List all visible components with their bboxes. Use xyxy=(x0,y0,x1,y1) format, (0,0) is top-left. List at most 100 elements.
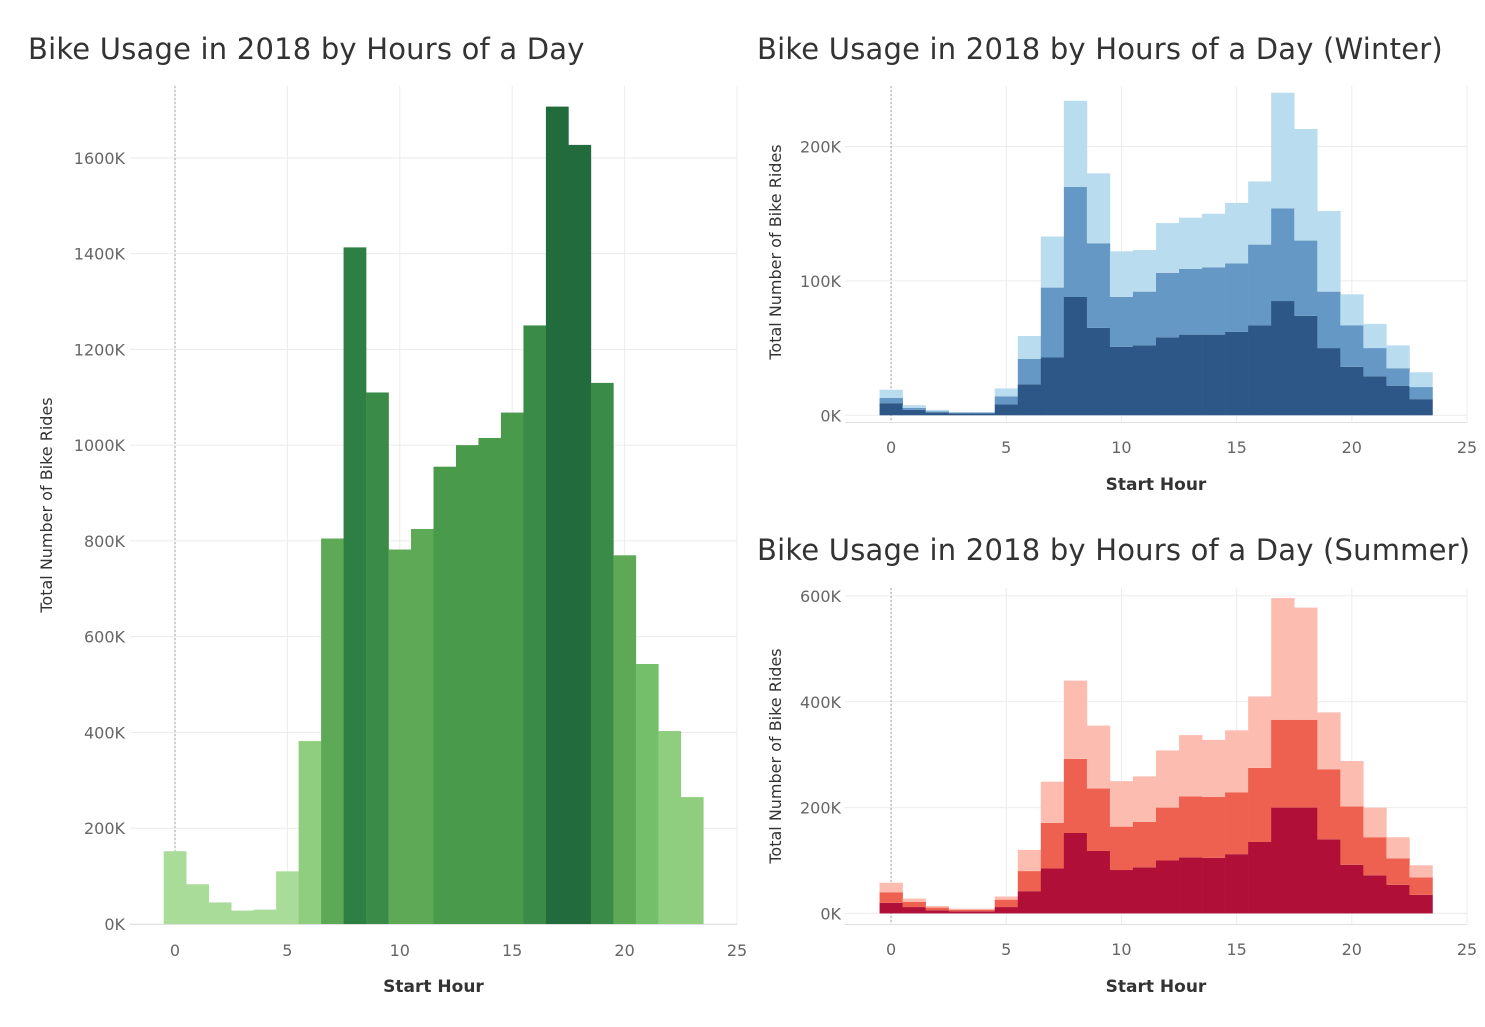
bar-series-2-hour-8 xyxy=(1063,100,1088,187)
bar-series-2-hour-15 xyxy=(1225,730,1249,793)
bar-series-2-hour-17 xyxy=(1271,598,1295,720)
bar-hour-12 xyxy=(433,466,457,924)
bar-series-2-hour-9 xyxy=(1086,173,1111,244)
y-tick-label: 0K xyxy=(820,904,841,923)
bar-series-1-hour-19 xyxy=(1317,769,1341,840)
bar-series-2-hour-1 xyxy=(902,405,926,408)
bar-series-0-hour-13 xyxy=(1179,857,1203,914)
bar-hour-2 xyxy=(208,902,232,924)
bar-hour-6 xyxy=(298,741,322,924)
bar-series-2-hour-19 xyxy=(1317,712,1341,770)
bar-series-0-hour-18 xyxy=(1294,807,1318,914)
x-tick-label: 0 xyxy=(886,940,896,959)
bar-series-2-hour-6 xyxy=(1017,335,1042,359)
bar-series-0-hour-2 xyxy=(925,412,949,416)
bar-series-0-hour-1 xyxy=(902,907,926,914)
bar-series-0-hour-19 xyxy=(1317,839,1341,914)
x-tick-label: 5 xyxy=(1001,940,1011,959)
bar-series-2-hour-8 xyxy=(1063,680,1088,759)
bar-hour-15 xyxy=(500,412,524,924)
bar-series-1-hour-15 xyxy=(1225,792,1249,855)
bar-series-2-hour-9 xyxy=(1086,725,1111,789)
bar-hour-16 xyxy=(523,325,547,924)
bar-series-0-hour-7 xyxy=(1040,357,1065,416)
bar-hour-7 xyxy=(321,538,344,924)
x-tick-label: 5 xyxy=(282,941,292,960)
x-tick-label: 20 xyxy=(1342,940,1362,959)
bar-series-0-hour-21 xyxy=(1363,376,1387,416)
bars xyxy=(879,92,1433,416)
bar-series-0-hour-4 xyxy=(971,911,996,914)
bar-series-2-hour-23 xyxy=(1409,865,1433,878)
x-tick-label: 0 xyxy=(170,941,180,960)
bar-series-0-hour-18 xyxy=(1294,315,1318,416)
bar-series-2-hour-0 xyxy=(879,389,903,398)
bar-series-1-hour-16 xyxy=(1248,767,1272,842)
y-axis-label: Total Number of Bike Rides xyxy=(37,397,56,613)
bar-hour-1 xyxy=(186,884,209,924)
bar-series-0-hour-1 xyxy=(902,409,926,416)
bar-series-1-hour-11 xyxy=(1132,291,1157,346)
bar-series-0-hour-13 xyxy=(1179,334,1203,416)
bar-series-1-hour-1 xyxy=(902,901,926,908)
bar-series-2-hour-13 xyxy=(1179,735,1203,797)
bar-series-1-hour-0 xyxy=(879,397,903,404)
y-tick-label: 100K xyxy=(800,272,842,291)
bar-series-2-hour-22 xyxy=(1386,345,1410,369)
chart-svg-all: 0K 200K 400K 600K 800K 1000K 1200K 1400K 1600K 0 5… xyxy=(37,86,747,997)
chart-panel-all: Bike Usage in 2018 by Hours of a Day 0K 2… xyxy=(28,32,747,997)
bar-series-0-hour-14 xyxy=(1202,334,1226,416)
bar-series-1-hour-18 xyxy=(1294,240,1318,316)
bar-series-1-hour-12 xyxy=(1156,807,1180,861)
y-tick-label: 1600K xyxy=(74,149,126,168)
chart-title-winter: Bike Usage in 2018 by Hours of a Day (Wi… xyxy=(757,32,1443,66)
bar-series-1-hour-17 xyxy=(1271,719,1295,808)
bar-series-1-hour-22 xyxy=(1386,858,1410,885)
bar-series-2-hour-15 xyxy=(1225,202,1249,264)
y-tick-label: 1400K xyxy=(74,245,126,264)
bar-series-2-hour-1 xyxy=(902,898,926,902)
y-tick-label: 200K xyxy=(800,137,842,156)
bar-series-2-hour-16 xyxy=(1248,181,1272,245)
bar-series-1-hour-10 xyxy=(1109,826,1134,871)
bar-series-2-hour-5 xyxy=(994,388,1019,397)
bar-series-0-hour-8 xyxy=(1063,832,1088,914)
bar-series-2-hour-10 xyxy=(1109,251,1134,298)
y-tick-label: 1000K xyxy=(74,436,126,455)
chart-panel-winter: Bike Usage in 2018 by Hours of a Day (Wi… xyxy=(745,0,1485,510)
bar-series-0-hour-15 xyxy=(1225,331,1249,416)
y-tick-label: 200K xyxy=(84,819,126,838)
bar-series-2-hour-4 xyxy=(971,411,996,413)
bars xyxy=(879,598,1433,914)
bar-series-0-hour-16 xyxy=(1248,841,1272,914)
bar-hour-4 xyxy=(253,909,277,924)
bar-hour-18 xyxy=(568,144,592,925)
bar-series-2-hour-6 xyxy=(1017,849,1042,872)
bar-series-0-hour-9 xyxy=(1086,327,1111,416)
chart-svg-summer: 0K 200K 400K 600K 0 5 10 15 20 25 Start Hour Total … xyxy=(766,587,1477,997)
y-tick-label: 200K xyxy=(800,799,842,818)
bar-series-2-hour-3 xyxy=(948,908,973,910)
bar-series-1-hour-6 xyxy=(1017,871,1042,892)
bar-series-2-hour-11 xyxy=(1132,776,1157,822)
bar-hour-14 xyxy=(478,437,502,924)
bar-series-2-hour-18 xyxy=(1294,607,1318,720)
bar-series-2-hour-14 xyxy=(1202,213,1226,268)
bar-series-0-hour-10 xyxy=(1109,870,1134,914)
bar-series-1-hour-21 xyxy=(1363,837,1387,876)
bar-series-1-hour-19 xyxy=(1317,291,1341,349)
bar-hour-23 xyxy=(680,797,704,924)
bar-hour-0 xyxy=(163,851,187,924)
bar-series-1-hour-15 xyxy=(1225,263,1249,332)
y-tick-label: 800K xyxy=(84,532,126,551)
y-tick-label: 400K xyxy=(84,723,126,742)
bar-series-1-hour-17 xyxy=(1271,208,1295,302)
bar-series-0-hour-12 xyxy=(1156,860,1180,914)
bar-series-2-hour-23 xyxy=(1409,372,1433,388)
x-tick-label: 15 xyxy=(502,941,522,960)
bar-series-0-hour-0 xyxy=(879,902,903,914)
bar-hour-21 xyxy=(635,663,659,924)
bar-series-1-hour-23 xyxy=(1409,877,1433,895)
bar-series-0-hour-11 xyxy=(1132,867,1157,914)
bar-series-1-hour-5 xyxy=(994,396,1019,405)
